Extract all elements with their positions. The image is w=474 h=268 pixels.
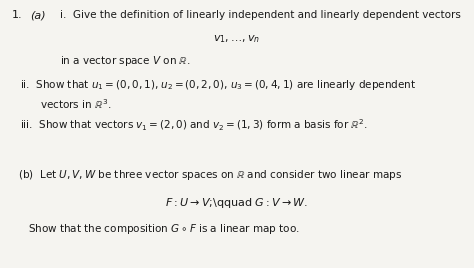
Text: Show that the composition $G \circ F$ is a linear map too.: Show that the composition $G \circ F$ is… [28, 222, 300, 236]
Text: iii.  Show that vectors $v_1 = (2,0)$ and $v_2 = (1,3)$ form a basis for $\mathb: iii. Show that vectors $v_1 = (2,0)$ and… [20, 118, 368, 133]
Text: (b)  Let $U, V, W$ be three vector spaces on $\mathbb{R}$ and consider two linea: (b) Let $U, V, W$ be three vector spaces… [18, 168, 402, 182]
Text: i.  Give the definition of linearly independent and linearly dependent vectors: i. Give the definition of linearly indep… [60, 10, 461, 20]
Text: $v_1,\ldots, v_n$: $v_1,\ldots, v_n$ [213, 33, 261, 45]
Text: 1.: 1. [12, 10, 23, 20]
Text: (a): (a) [30, 10, 46, 20]
Text: vectors in $\mathbb{R}^3$.: vectors in $\mathbb{R}^3$. [40, 97, 111, 111]
Text: in a vector space $V$ on $\mathbb{R}$.: in a vector space $V$ on $\mathbb{R}$. [60, 54, 191, 68]
Text: $F: U \rightarrow V$;\qquad $G: V \rightarrow W$.: $F: U \rightarrow V$;\qquad $G: V \right… [165, 196, 309, 210]
Text: ii.  Show that $u_1 = (0,0,1)$, $u_2 = (0,2,0)$, $u_3 = (0,4,1)$ are linearly de: ii. Show that $u_1 = (0,0,1)$, $u_2 = (0… [20, 78, 416, 92]
